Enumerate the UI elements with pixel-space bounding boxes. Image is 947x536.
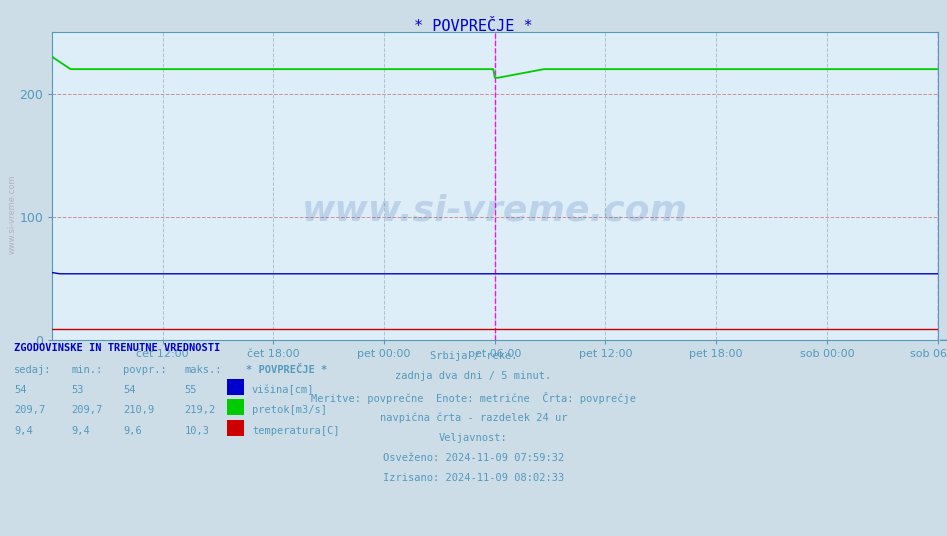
Text: 9,6: 9,6: [123, 426, 142, 436]
Text: Osveženo: 2024-11-09 07:59:32: Osveženo: 2024-11-09 07:59:32: [383, 453, 564, 463]
Text: 10,3: 10,3: [185, 426, 209, 436]
Text: 9,4: 9,4: [71, 426, 90, 436]
Text: maks.:: maks.:: [185, 364, 223, 375]
Text: pretok[m3/s]: pretok[m3/s]: [252, 405, 327, 415]
Text: višina[cm]: višina[cm]: [252, 384, 314, 395]
Text: * POVPREČJE *: * POVPREČJE *: [414, 19, 533, 34]
Text: 210,9: 210,9: [123, 405, 154, 415]
Text: www.si-vreme.com: www.si-vreme.com: [8, 175, 17, 254]
Text: zadnja dva dni / 5 minut.: zadnja dva dni / 5 minut.: [396, 371, 551, 382]
Text: 209,7: 209,7: [14, 405, 45, 415]
Text: temperatura[C]: temperatura[C]: [252, 426, 339, 436]
Text: 209,7: 209,7: [71, 405, 102, 415]
Text: Veljavnost:: Veljavnost:: [439, 433, 508, 443]
Text: www.si-vreme.com: www.si-vreme.com: [302, 194, 688, 228]
Text: povpr.:: povpr.:: [123, 364, 167, 375]
Text: * POVPREČJE *: * POVPREČJE *: [246, 364, 328, 375]
Text: ZGODOVINSKE IN TRENUTNE VREDNOSTI: ZGODOVINSKE IN TRENUTNE VREDNOSTI: [14, 343, 221, 353]
Text: 54: 54: [123, 385, 135, 395]
Text: 219,2: 219,2: [185, 405, 216, 415]
Text: Izrisano: 2024-11-09 08:02:33: Izrisano: 2024-11-09 08:02:33: [383, 473, 564, 483]
Text: min.:: min.:: [71, 364, 102, 375]
Text: 55: 55: [185, 385, 197, 395]
Text: sedaj:: sedaj:: [14, 364, 52, 375]
Text: 9,4: 9,4: [14, 426, 33, 436]
Text: 53: 53: [71, 385, 83, 395]
Text: Meritve: povprečne  Enote: metrične  Črta: povprečje: Meritve: povprečne Enote: metrične Črta:…: [311, 392, 636, 404]
Text: Srbija / reke.: Srbija / reke.: [430, 351, 517, 361]
Text: 54: 54: [14, 385, 27, 395]
Text: navpična črta - razdelek 24 ur: navpična črta - razdelek 24 ur: [380, 412, 567, 423]
